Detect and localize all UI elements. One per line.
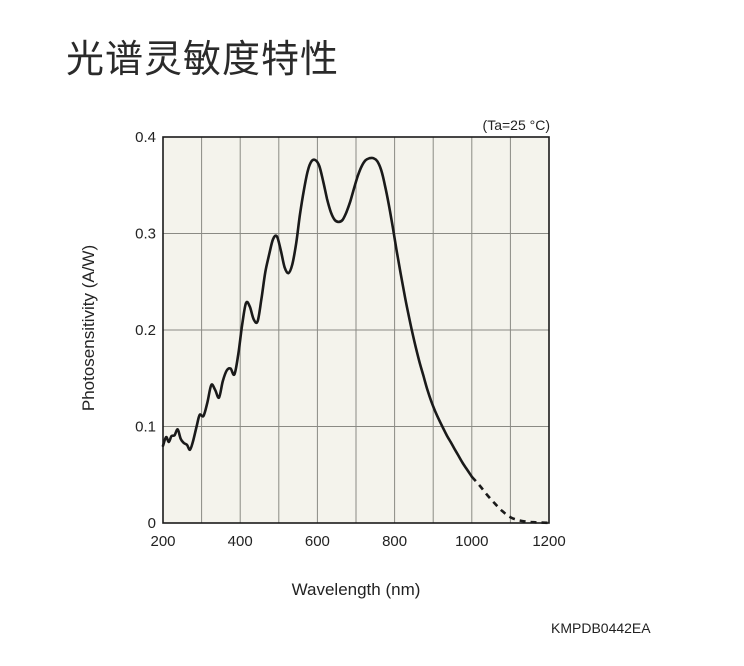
x-tick-label: 1200 xyxy=(532,533,565,550)
series-line-solid xyxy=(161,156,474,478)
y-tick-label: 0.1 xyxy=(135,419,156,436)
x-tick-label: 400 xyxy=(228,533,253,550)
plot-frame xyxy=(162,136,550,524)
y-tick-label: 0.4 xyxy=(135,129,156,146)
page-title: 光谱灵敏度特性 xyxy=(66,37,340,81)
x-tick-label: 1000 xyxy=(455,533,488,550)
x-tick-label: 800 xyxy=(382,533,407,550)
y-tick-label: 0 xyxy=(148,515,156,532)
grid-lines xyxy=(163,137,549,523)
x-tick-label: 200 xyxy=(150,533,175,550)
x-axis-label: Wavelength (nm) xyxy=(292,580,421,599)
series-line-dashed xyxy=(470,475,550,525)
x-tick-label: 600 xyxy=(305,533,330,550)
y-tick-label: 0.2 xyxy=(135,322,156,339)
figure-code: KMPDB0442EA xyxy=(551,620,651,636)
y-tick-label: 0.3 xyxy=(135,226,156,243)
chart-annotation: (Ta=25 °C) xyxy=(483,117,550,133)
y-axis-label: Photosensitivity (A/W) xyxy=(79,245,98,411)
series-group xyxy=(161,156,550,525)
axis-ticks: 200 400 600 800 1000 1200 0 0.1 0.2 0.3 0.4 xyxy=(135,129,566,550)
